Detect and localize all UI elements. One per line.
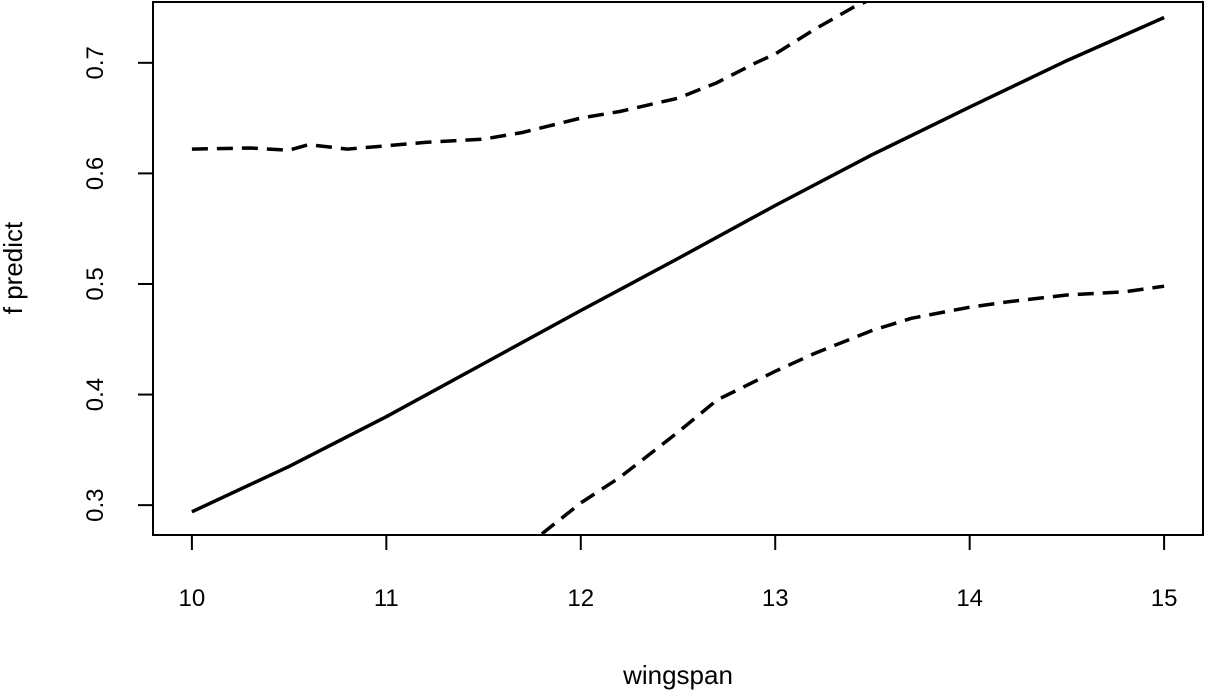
series-line-2 [540,284,1165,535]
x-axis: 10 11 12 13 14 15 [179,534,1178,612]
y-axis: 0.3 0.4 0.5 0.6 0.7 [82,46,155,522]
x-tick-label: 12 [567,585,594,612]
series-line-1 [191,2,870,152]
x-tick-label: 11 [374,585,399,612]
y-tick-label: 0.3 [82,488,109,521]
y-axis-label: f predict [0,221,28,314]
x-axis-label: wingspan [622,660,733,690]
y-tick-label: 0.6 [82,157,109,190]
series-line-0 [191,15,1165,514]
series-layer [191,2,1165,535]
x-tick-label: 14 [956,585,983,612]
y-tick-label: 0.4 [82,378,109,411]
x-tick-label: 10 [179,585,206,612]
y-tick-label: 0.5 [82,267,109,300]
x-tick-label: 15 [1151,585,1178,612]
x-tick-label: 13 [762,585,789,612]
y-tick-label: 0.7 [82,46,109,79]
